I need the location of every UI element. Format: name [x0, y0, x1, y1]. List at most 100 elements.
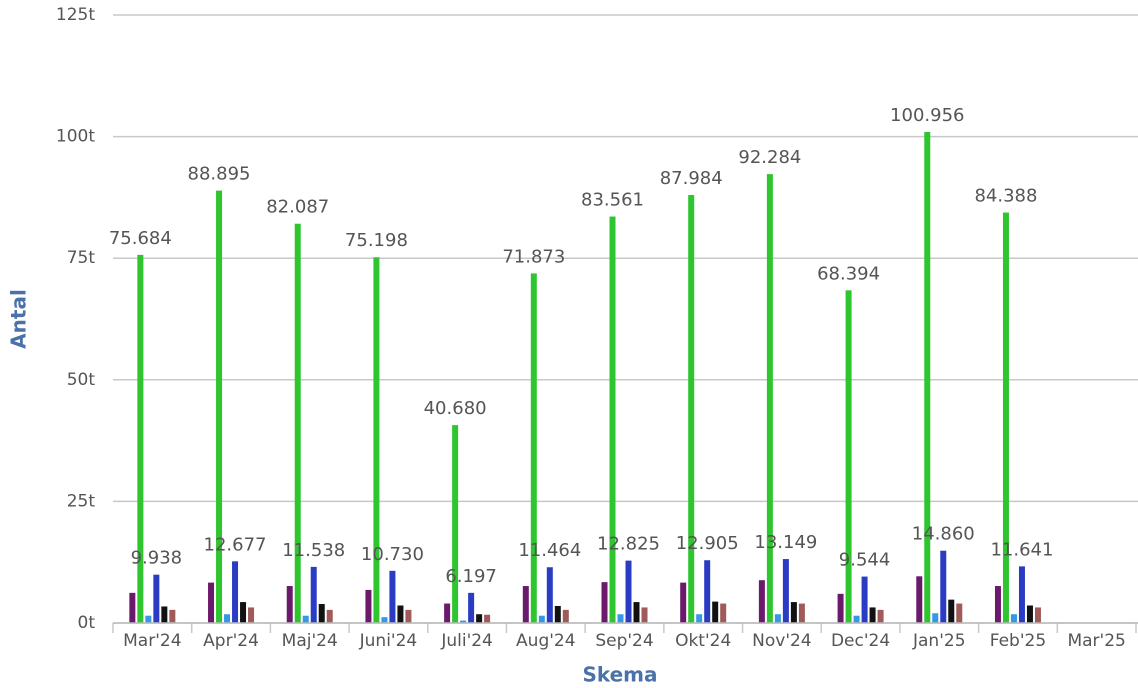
x-tick-label: Apr'24: [203, 631, 259, 651]
y-tick-label: 100t: [56, 127, 95, 147]
bar: [240, 602, 247, 623]
bar: [1034, 607, 1041, 623]
y-tick-label: 125t: [56, 5, 95, 25]
bar: [774, 614, 781, 623]
bar: [546, 567, 553, 623]
bar: [633, 602, 640, 623]
bar: [617, 614, 624, 623]
x-tick-label: Juli'24: [440, 631, 493, 651]
x-tick-label: Mar'24: [123, 631, 181, 651]
bar: [837, 593, 844, 623]
bar: [853, 615, 860, 623]
data-label: 71.873: [502, 246, 565, 267]
x-tick-label: Sep'24: [595, 631, 653, 651]
bar: [625, 560, 632, 623]
bar: [248, 607, 255, 623]
x-axis-title: Skema: [582, 663, 657, 687]
x-tick-label: Mar'25: [1067, 631, 1125, 651]
bar: [381, 617, 388, 623]
data-label: 11.641: [990, 539, 1053, 560]
data-label: 87.984: [660, 168, 723, 189]
bar: [1026, 605, 1033, 623]
bar: [609, 216, 616, 623]
bar: [994, 586, 1001, 623]
bar: [916, 576, 923, 623]
bar: [153, 574, 160, 623]
y-tick-label: 75t: [67, 248, 96, 268]
bar: [712, 601, 719, 623]
bar: [216, 190, 223, 623]
bar: [562, 609, 569, 623]
bar: [641, 607, 648, 623]
bar: [232, 561, 239, 623]
data-label: 12.677: [204, 534, 267, 555]
bar: [530, 273, 537, 623]
bar: [468, 592, 475, 623]
bar: [286, 586, 293, 623]
bar: [790, 602, 797, 623]
bar: [405, 609, 412, 623]
data-label: 88.895: [188, 164, 251, 185]
data-label: 83.561: [581, 190, 644, 211]
bar: [877, 609, 884, 623]
bar: [522, 586, 529, 623]
data-label: 92.284: [738, 147, 801, 168]
bar: [861, 576, 868, 623]
bar: [452, 425, 459, 623]
x-tick-label: Nov'24: [752, 631, 811, 651]
x-tick-label: Feb'25: [990, 631, 1046, 651]
bar: [704, 560, 711, 623]
bar: [798, 603, 805, 623]
bar: [476, 614, 483, 623]
bar: [782, 559, 789, 623]
bar: [720, 603, 727, 623]
bar: [161, 606, 168, 623]
bar: [688, 195, 695, 623]
x-tick-label: Dec'24: [831, 631, 890, 651]
bar: [601, 582, 608, 623]
x-tick-label: Juni'24: [359, 631, 418, 651]
bar: [365, 589, 372, 623]
data-label: 68.394: [817, 263, 880, 284]
bar: [948, 599, 955, 623]
data-label: 12.825: [597, 534, 660, 555]
data-label: 11.538: [282, 540, 345, 561]
data-label: 100.956: [890, 105, 964, 126]
bar: [294, 223, 301, 624]
bar: [224, 614, 231, 623]
bar: [484, 614, 491, 623]
bar: [389, 570, 396, 623]
y-axis-title: Antal: [7, 289, 31, 349]
x-tick-label: Okt'24: [675, 631, 731, 651]
bar: [302, 615, 309, 623]
data-label: 40.680: [424, 398, 487, 419]
data-label: 10.730: [361, 544, 424, 565]
x-tick-label: Aug'24: [516, 631, 576, 651]
bar: [680, 582, 687, 623]
bar: [696, 614, 703, 623]
bar: [932, 613, 939, 623]
data-label: 13.149: [754, 532, 817, 553]
bar: [1018, 566, 1025, 623]
bar: [397, 605, 404, 623]
bar: [924, 131, 931, 623]
data-label: 12.905: [676, 533, 739, 554]
bar: [137, 254, 144, 623]
x-tick-label: Jan'25: [912, 631, 966, 651]
bar: [373, 257, 380, 623]
bar: [758, 580, 765, 623]
bar: [169, 609, 176, 623]
data-label: 6.197: [445, 566, 497, 587]
data-label: 14.860: [912, 524, 975, 545]
bar: [318, 604, 325, 623]
data-label: 9.544: [839, 550, 891, 571]
bar: [460, 620, 467, 623]
bar: [956, 603, 963, 623]
bar: [310, 566, 317, 623]
bar: [554, 605, 561, 623]
x-tick-label: Maj'24: [282, 631, 338, 651]
data-label: 11.464: [518, 540, 581, 561]
bar: [129, 592, 136, 623]
bar: [869, 607, 876, 623]
